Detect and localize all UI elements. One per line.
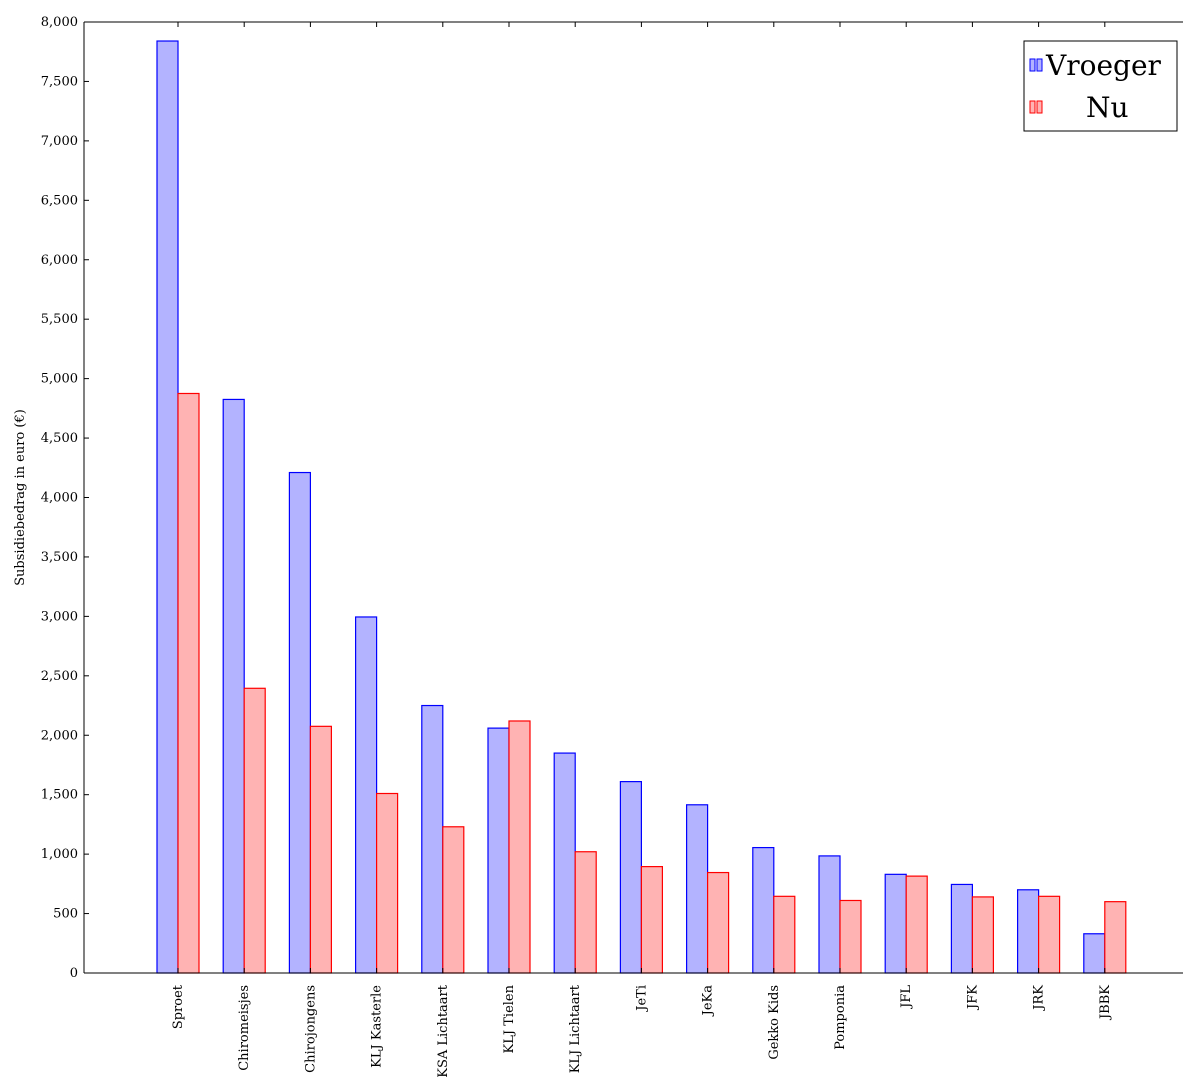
axes-group: 0 500 1,000 1,500 2,000 2,500 3,000 3,500 4,000 4…: [41, 15, 1183, 1078]
bar-vroeger-2: [288, 471, 311, 974]
y-tick-label: 7,000: [41, 134, 78, 149]
bar-nu-6: [574, 851, 597, 974]
bar-nu-5: [508, 720, 531, 974]
bar-nu-1: [243, 687, 266, 974]
y-tick-label: 6,500: [41, 193, 78, 208]
x-tick-label: KLJ Kasterle: [370, 985, 385, 1068]
legend-label-nu: Nu: [1086, 91, 1129, 124]
legend-swatch-nu: [1036, 100, 1043, 114]
bar-vroeger-13: [1016, 889, 1040, 974]
bar-nu-2: [309, 725, 332, 974]
bar-vroeger-3: [355, 616, 378, 974]
bar-nu-9: [773, 895, 796, 974]
bar-vroeger-1: [222, 398, 245, 974]
x-tick-label: JFK: [965, 985, 980, 1011]
y-tick-label: 8,000: [41, 15, 78, 30]
y-tick-label: 3,000: [41, 609, 78, 624]
bar-nu-0: [177, 392, 200, 974]
x-tick-label: Chirojongens: [303, 985, 318, 1073]
y-tick-label: 4,500: [41, 431, 78, 446]
bar-vroeger-4: [421, 704, 444, 974]
y-tick-label: 1,000: [41, 847, 78, 862]
y-tick-label: 0: [70, 966, 78, 981]
x-tick-label: KLJ Lichtaart: [568, 984, 583, 1073]
y-tick-label: 500: [53, 907, 78, 922]
x-tick-label: JFL: [899, 985, 914, 1010]
x-tick-label: JRK: [1032, 985, 1047, 1012]
bar-nu-3: [376, 792, 399, 974]
bar-nu-13: [1037, 895, 1061, 974]
y-tick-label: 7,500: [41, 74, 78, 89]
bars-group: [156, 40, 1127, 974]
x-tick-label: Pomponia: [833, 985, 848, 1050]
bar-vroeger-10: [818, 855, 841, 974]
bar-vroeger-9: [752, 846, 775, 974]
x-tick-label: JeKa: [701, 985, 716, 1018]
bar-vroeger-12: [950, 883, 974, 974]
legend-swatch-vroeger: [1036, 58, 1043, 72]
bar-vroeger-14: [1083, 933, 1106, 974]
legend-swatch-nu: [1029, 100, 1036, 114]
bar-vroeger-8: [685, 804, 709, 974]
y-tick-label: 3,500: [41, 550, 78, 565]
bar-nu-4: [442, 826, 465, 974]
x-tick-label: Sproet: [171, 984, 186, 1029]
y-tick-label: 6,000: [41, 253, 78, 268]
x-tick-label: KLJ Tielen: [502, 984, 517, 1053]
x-tick-label: KSA Lichtaart: [436, 984, 451, 1078]
y-tick-label: 5,000: [41, 372, 78, 387]
bar-vroeger-7: [619, 781, 643, 974]
bar-nu-8: [706, 871, 730, 974]
bar-nu-14: [1104, 901, 1127, 974]
bar-nu-11: [905, 875, 928, 974]
bar-nu-10: [839, 899, 862, 974]
y-axis-title: Subsidiebedrag in euro (€): [13, 409, 28, 586]
x-tick-label: JeTi: [634, 985, 649, 1013]
bar-nu-7: [640, 866, 664, 974]
y-tick-label: 4,000: [41, 491, 78, 506]
legend-swatch-vroeger: [1029, 58, 1036, 72]
legend-box: [1023, 40, 1178, 132]
x-tick-label: JBBK: [1098, 985, 1113, 1021]
y-tick-label: 2,500: [41, 669, 78, 684]
legend-label-vroeger: Vroeger: [1045, 49, 1162, 82]
y-tick-label: 5,500: [41, 312, 78, 327]
x-tick-label: Chiromeisjes: [237, 985, 252, 1071]
y-tick-label: 1,500: [41, 788, 78, 803]
y-tick-label: 2,000: [41, 728, 78, 743]
bar-nu-12: [971, 896, 995, 974]
legend: Vroeger Nu: [1023, 40, 1178, 132]
bar-vroeger-5: [487, 727, 510, 974]
bar-vroeger-11: [884, 873, 907, 974]
bar-vroeger-0: [156, 40, 179, 974]
x-tick-label: Gekko Kids: [767, 985, 782, 1060]
bar-vroeger-6: [553, 752, 576, 974]
